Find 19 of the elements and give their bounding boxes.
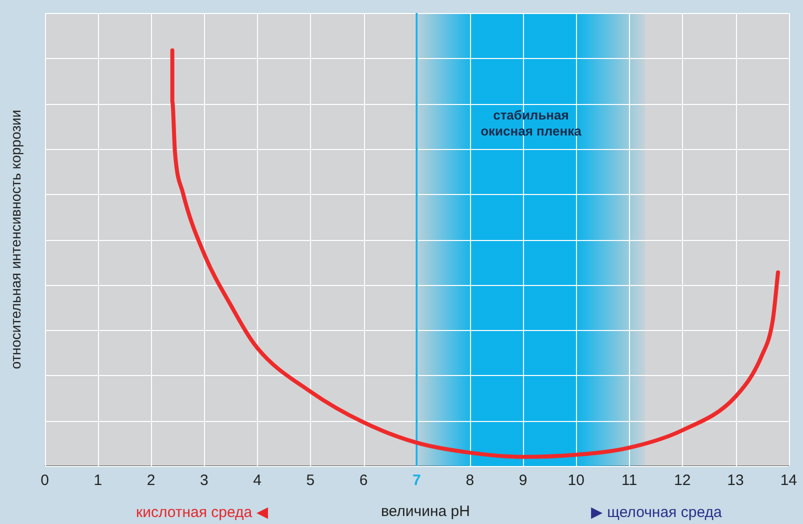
x-tick-label: 3	[200, 472, 208, 490]
x-tick-label: 8	[466, 472, 474, 490]
text: ▶ щелочная среда	[591, 503, 722, 521]
x-tick-label: 7	[412, 472, 421, 490]
x-tick-label: 6	[359, 472, 368, 490]
x-tick-label: 1	[94, 472, 102, 490]
x-tick-label: 5	[306, 472, 315, 490]
text: кислотная среда ◀	[136, 503, 268, 521]
x-tick-label: 11	[621, 472, 638, 490]
x-tick-label: 10	[568, 472, 584, 490]
x-tick-label: 2	[146, 472, 156, 490]
x-tick-label: 0	[40, 472, 49, 490]
x-tick-label: 14	[780, 472, 797, 490]
x-axis-title: величина pH	[381, 503, 470, 520]
y-axis-title: относительная интенсивность коррозии	[7, 110, 24, 370]
x-tick-label: 9	[518, 472, 528, 490]
x-tick-label: 13	[727, 472, 744, 490]
x-tick-label: 4	[253, 472, 262, 490]
x-tick-label: 12	[674, 472, 691, 490]
